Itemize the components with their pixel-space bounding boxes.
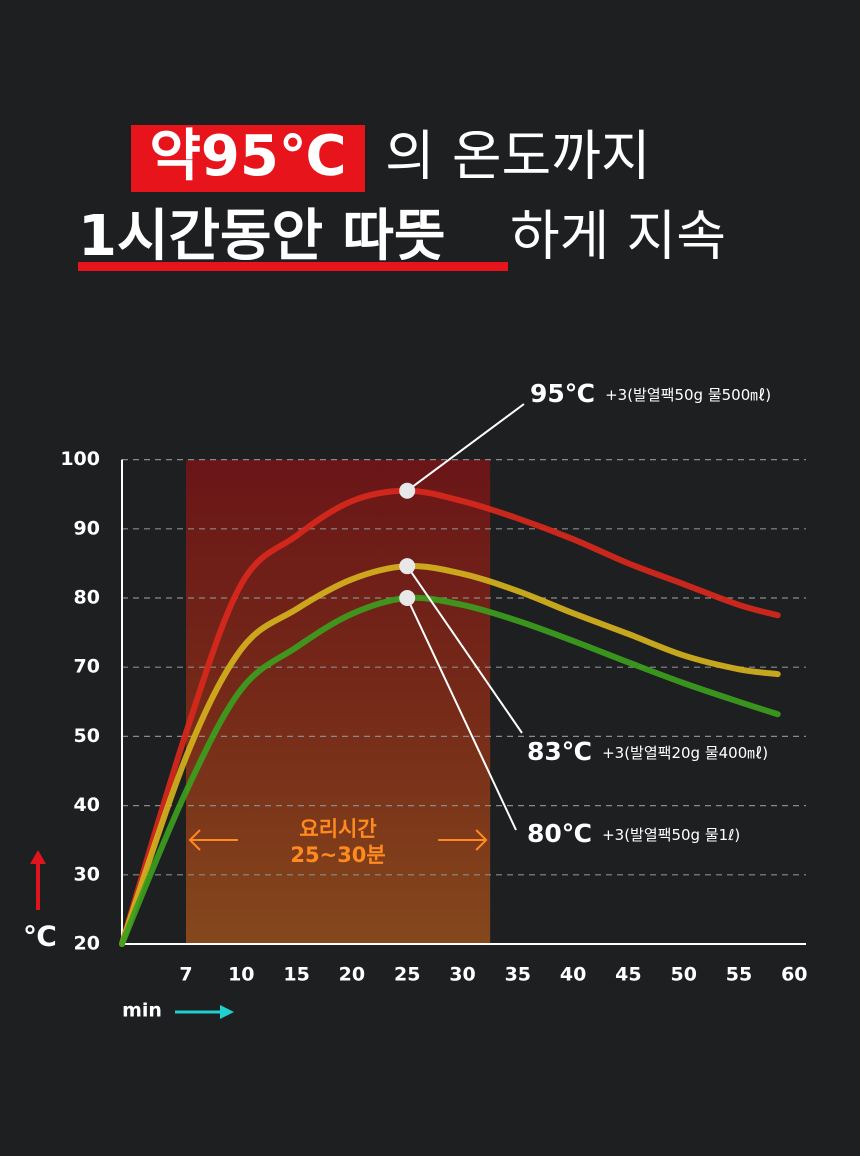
y-arrow-head (30, 850, 46, 864)
x-axis-label: min (122, 1000, 162, 1022)
band-arrow-head (475, 829, 488, 851)
series-annotation: 83℃ +3(발열팩20g 물400㎖) (527, 737, 768, 766)
y-tick-label: 40 (74, 794, 100, 816)
y-tick-label: 80 (74, 587, 100, 609)
x-tick-label: 50 (670, 964, 696, 986)
title-highlight: 약95℃ (149, 124, 346, 189)
x-tick-label: 30 (449, 964, 475, 986)
x-tick-label: 40 (560, 964, 586, 986)
series-name: 80℃ (527, 819, 592, 848)
x-tick-label: 60 (781, 964, 807, 986)
peak-dot (399, 590, 416, 606)
x-tick-label: 10 (228, 964, 254, 986)
x-tick-label: 45 (615, 964, 641, 986)
title-underline (78, 262, 508, 271)
peak-dot (399, 482, 416, 499)
x-tick-label: 35 (505, 964, 531, 986)
title-rest: 하게 지속 (510, 205, 726, 268)
series-note: +3(발열팩50g 물500㎖) (605, 386, 771, 404)
series-line (119, 563, 781, 947)
x-tick-label: 25 (394, 964, 420, 986)
leader-line (406, 403, 525, 492)
band-arrow-head (188, 829, 201, 851)
y-axis-label: ℃ (23, 920, 57, 953)
title-rest: 의 온도까지 (385, 125, 651, 188)
x-tick-label: 7 (179, 964, 192, 986)
x-tick-label: 15 (283, 964, 309, 986)
title-highlight-box (131, 125, 365, 192)
x-tick-label: 55 (726, 964, 752, 986)
highlight-label: 25~30분 (290, 843, 385, 867)
series-line (119, 487, 781, 947)
title-bold: 1시간동안 따뜻 (78, 204, 446, 269)
leader-line (406, 565, 523, 734)
y-tick-label: 20 (74, 933, 100, 955)
y-tick-label: 50 (74, 725, 100, 747)
series-annotation: 80℃ +3(발열팩50g 물1ℓ) (527, 819, 740, 848)
series-name: 95℃ (530, 379, 595, 408)
x-arrow-head (220, 1005, 234, 1019)
series-note: +3(발열팩20g 물400㎖) (602, 744, 768, 762)
series-line (119, 594, 781, 947)
y-tick-label: 100 (60, 448, 100, 470)
highlight-band (186, 459, 491, 944)
series-name: 83℃ (527, 737, 592, 766)
series-note: +3(발열팩50g 물1ℓ) (602, 826, 740, 844)
leader-line (406, 597, 517, 831)
series-annotation: 95℃ +3(발열팩50g 물500㎖) (530, 379, 771, 408)
x-tick-label: 20 (339, 964, 365, 986)
y-tick-label: 30 (74, 863, 100, 885)
highlight-label: 요리시간 (299, 817, 376, 841)
y-tick-label: 70 (74, 656, 100, 678)
y-tick-label: 90 (74, 517, 100, 539)
peak-dot (399, 558, 416, 575)
